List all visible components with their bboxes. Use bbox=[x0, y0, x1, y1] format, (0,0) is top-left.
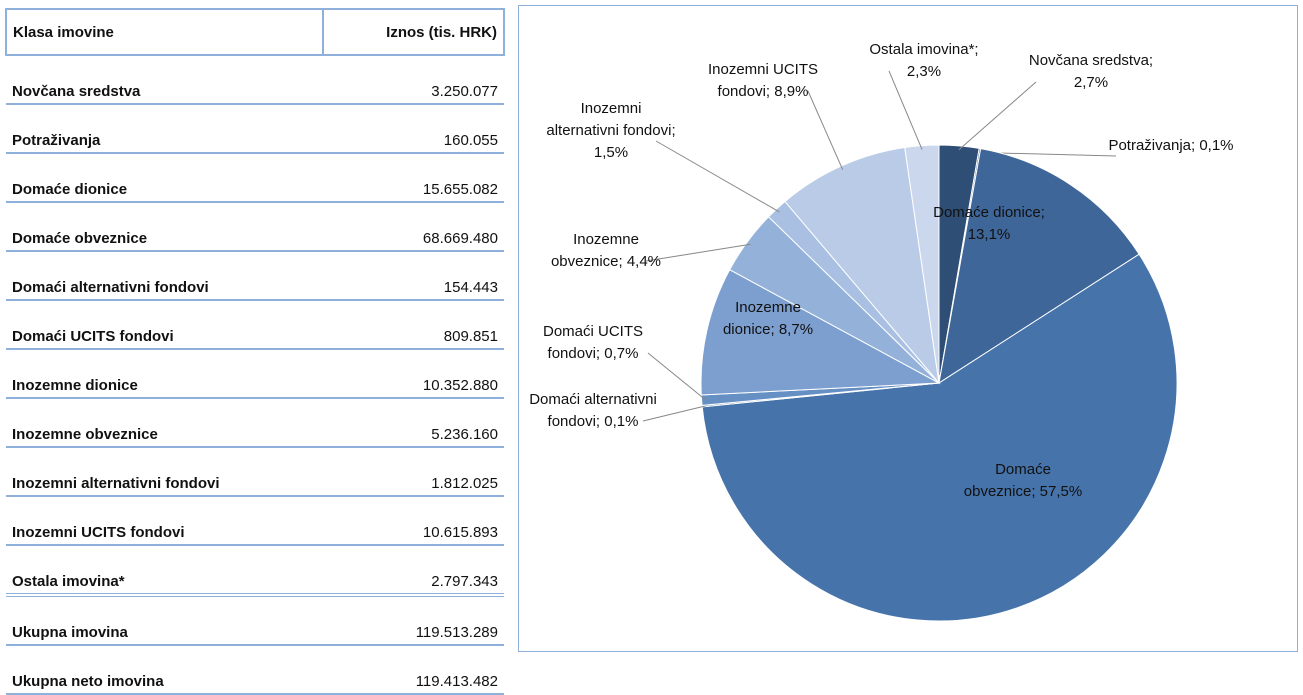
leader-line bbox=[647, 352, 706, 401]
class-cell: Inozemne dionice bbox=[6, 349, 324, 399]
leader-line bbox=[807, 90, 844, 170]
amount-cell: 119.513.289 bbox=[323, 593, 504, 646]
amount-cell: 15.655.082 bbox=[323, 153, 504, 203]
leader-line bbox=[655, 140, 780, 213]
pie-slice bbox=[938, 148, 1140, 385]
page: {"table": {"header": ["Klasa imovine", "… bbox=[4, 5, 1298, 695]
pie-slice bbox=[904, 144, 940, 384]
slice-label: Inozemne dionice; 8,7% bbox=[722, 299, 814, 338]
amount-cell: 5.236.160 bbox=[323, 398, 504, 448]
class-cell: Ostala imovina* bbox=[6, 545, 324, 596]
table-row: Inozemne obveznice 5.236.160 bbox=[6, 398, 504, 448]
class-cell: Inozemni UCITS fondovi bbox=[6, 496, 324, 546]
header-row: Klasa imovine Iznos (tis. HRK) bbox=[4, 8, 505, 56]
class-cell: Domaći UCITS fondovi bbox=[6, 300, 324, 350]
class-cell: Domaće dionice bbox=[6, 153, 324, 203]
amount-cell: 160.055 bbox=[323, 104, 504, 154]
table-row: Potraživanja 160.055 bbox=[6, 104, 504, 154]
amount-cell: 2.797.343 bbox=[323, 545, 504, 596]
slice-label: Novčana sredstva; 2,7% bbox=[1028, 52, 1154, 91]
slice-label: Domaći alternativni fondovi; 0,1% bbox=[529, 391, 657, 430]
amount-cell: 10.615.893 bbox=[323, 496, 504, 546]
pie-chart bbox=[642, 70, 1178, 622]
slice-label: Domaće obveznice; 57,5% bbox=[963, 461, 1083, 500]
class-cell: Potraživanja bbox=[6, 104, 324, 154]
slice-label: Inozemni alternativni fondovi; 1,5% bbox=[546, 100, 676, 161]
asset-table: Klasa imovine Iznos (tis. HRK) Novčana sre… bbox=[4, 8, 505, 695]
leader-line bbox=[958, 81, 1037, 151]
leader-line bbox=[645, 243, 751, 262]
class-cell: Ukupna neto imovina bbox=[6, 645, 324, 695]
class-cell: Novčana sredstva bbox=[6, 55, 324, 105]
class-cell: Domaći alternativni fondovi bbox=[6, 251, 324, 301]
class-cell: Domaće obveznice bbox=[6, 202, 324, 252]
amount-cell: 1.812.025 bbox=[323, 447, 504, 497]
header-cell: Iznos (tis. HRK) bbox=[322, 8, 505, 56]
amount-cell: 68.669.480 bbox=[323, 202, 504, 252]
amount-cell: 10.352.880 bbox=[323, 349, 504, 399]
pie-slice bbox=[700, 268, 941, 396]
table-row: Domaće obveznice 68.669.480 bbox=[6, 202, 504, 252]
table-row: Ostala imovina* 2.797.343 bbox=[6, 545, 504, 596]
slice-label: Domaće dionice; 13,1% bbox=[933, 204, 1045, 243]
slice-label: Inozemne obveznice; 4,4% bbox=[550, 231, 662, 270]
table-row: Inozemni UCITS fondovi 10.615.893 bbox=[6, 496, 504, 546]
slice-label: Domaći UCITS fondovi; 0,7% bbox=[542, 323, 643, 362]
amount-cell: 154.443 bbox=[323, 251, 504, 301]
chart-panel: Novčana sredstva; 2,7% Potraživanja; 0,1%… bbox=[518, 5, 1298, 652]
table-row: Ukupna imovina 119.513.289 bbox=[6, 593, 504, 646]
table-row: Domaće dionice 15.655.082 bbox=[6, 153, 504, 203]
class-cell: Ukupna imovina bbox=[6, 593, 324, 646]
leader-line bbox=[642, 405, 707, 422]
table-row: Inozemne dionice 10.352.880 bbox=[6, 349, 504, 399]
header-cell: Klasa imovine bbox=[4, 8, 325, 56]
table-row: Novčana sredstva 3.250.077 bbox=[6, 55, 504, 105]
pie-slice bbox=[701, 253, 1178, 622]
slice-label: Potraživanja; 0,1% bbox=[1108, 137, 1234, 154]
class-cell: Inozemni alternativni fondovi bbox=[6, 447, 324, 497]
amount-cell: 3.250.077 bbox=[323, 55, 504, 105]
amount-cell: 809.851 bbox=[323, 300, 504, 350]
amount-cell: 119.413.482 bbox=[323, 645, 504, 695]
table-row: Inozemni alternativni fondovi 1.812.025 bbox=[6, 447, 504, 497]
leader-line bbox=[888, 70, 923, 150]
class-cell: Inozemne obveznice bbox=[6, 398, 324, 448]
slice-label: Ostala imovina*; 2,3% bbox=[869, 41, 979, 80]
table-row: Domaći alternativni fondovi 154.443 bbox=[6, 251, 504, 301]
table-row: Ukupna neto imovina 119.413.482 bbox=[6, 645, 504, 695]
table-row: Domaći UCITS fondovi 809.851 bbox=[6, 300, 504, 350]
slice-label: Inozemni UCITS fondovi; 8,9% bbox=[707, 61, 819, 100]
